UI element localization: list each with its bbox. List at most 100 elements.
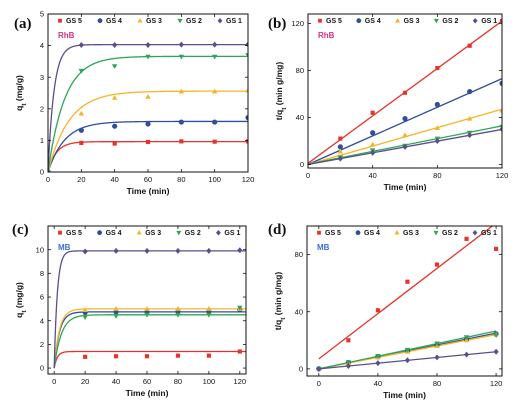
data-point: [435, 65, 440, 71]
x-tick-label: 80: [177, 175, 185, 184]
x-tick-label: 120: [490, 379, 503, 388]
data-point: [405, 279, 410, 284]
data-point: [113, 314, 119, 319]
legend-label: GS 1: [226, 18, 242, 25]
legend-label: GS 4: [106, 18, 122, 25]
legend-marker: [137, 18, 143, 23]
data-point: [237, 305, 243, 311]
x-tick-label: 0: [317, 379, 321, 388]
data-point: [345, 360, 352, 366]
data-point: [178, 88, 185, 94]
data-point: [145, 121, 151, 127]
data-point: [78, 41, 84, 48]
fit-curve: [53, 311, 246, 369]
legend-marker: [394, 230, 400, 235]
legend-marker: [355, 230, 361, 236]
x-axis-title: Time (min): [127, 186, 170, 196]
data-point: [82, 315, 88, 321]
data-point: [493, 348, 499, 355]
fit-curve: [48, 44, 248, 172]
y-tick-label: 0: [300, 160, 304, 169]
data-point: [375, 308, 380, 313]
legend-label: GS 3: [404, 18, 420, 25]
legend-label: GS 3: [146, 18, 162, 25]
legend-label: GS 5: [66, 230, 82, 237]
data-point: [145, 41, 151, 48]
y-tick-label: 0: [40, 364, 44, 373]
data-point: [78, 127, 84, 133]
data-point: [434, 101, 440, 108]
y-axis-title: t/qt (min g/mg): [274, 62, 288, 121]
chart-panel-a: (a) 0 20 40 60 80 100 120 0 1 2 3 4 5 Time (min) qt (mg…: [14, 10, 254, 196]
legend-marker: [433, 230, 439, 236]
x-tick-label: 40: [374, 379, 382, 388]
legend-marker: [176, 230, 182, 236]
panel-label: (c): [12, 222, 29, 238]
dye-label: MB: [317, 243, 330, 252]
legend-marker: [136, 230, 142, 235]
data-point: [434, 341, 440, 347]
data-point: [345, 363, 351, 369]
chart-panel-d: (d) 0 40 80 120 0 40 80 Time (min) t/qt (min g/mg…: [268, 222, 503, 400]
legend-marker: [356, 18, 362, 24]
data-point: [237, 247, 243, 254]
panel-label: (d): [268, 222, 286, 238]
legend: GS 5 GS 4 GS 3 GS 2 GS 1: [58, 17, 242, 25]
legend-marker: [433, 18, 439, 24]
x-tick-label: 0: [46, 175, 50, 184]
data-point: [211, 88, 218, 94]
data-point: [113, 354, 119, 359]
data-point: [212, 139, 217, 144]
data-point: [370, 110, 375, 115]
legend: GS 5 GS 4 GS 3 GS 2 GS 1: [317, 229, 497, 237]
legend-label: GS 2: [442, 18, 458, 25]
legend-marker: [217, 17, 223, 24]
panel-label: (b): [268, 16, 286, 32]
legend-label: GS 1: [481, 18, 497, 25]
data-point: [145, 54, 151, 60]
legend-label: GS 4: [106, 230, 122, 237]
data-point: [493, 333, 499, 339]
legend-marker: [472, 17, 478, 24]
data-point: [145, 139, 151, 145]
x-axis-title: Time (min): [126, 388, 169, 398]
data-point: [499, 107, 502, 113]
legend-label: GS 5: [325, 230, 341, 237]
data-point: [245, 115, 248, 121]
chart-panel-b: (b) 0 40 80 120 0 40 80 120 Time (min) t/qt (min g…: [268, 13, 508, 192]
data-point: [206, 353, 211, 358]
fit-curve: [53, 350, 246, 369]
data-point: [463, 335, 470, 341]
data-point: [237, 349, 242, 354]
legend-marker: [216, 229, 221, 236]
legend-label: GS 1: [224, 230, 240, 237]
legend-marker: [97, 230, 102, 236]
data-point: [337, 148, 344, 154]
data-point: [48, 169, 51, 172]
x-tick-label: 80: [174, 377, 182, 386]
data-point: [499, 18, 502, 24]
data-point: [175, 306, 181, 311]
fit-line: [318, 226, 494, 360]
data-point: [316, 365, 322, 372]
plot-area: [316, 226, 499, 372]
data-point: [337, 155, 343, 162]
y-tick-label: 10: [36, 245, 44, 254]
data-point: [83, 354, 88, 359]
data-point: [212, 41, 218, 48]
data-point: [404, 357, 411, 364]
data-point: [78, 110, 85, 116]
dye-label: RhB: [58, 31, 75, 40]
data-point: [370, 130, 376, 136]
data-point: [175, 247, 181, 254]
legend-label: GS 4: [365, 18, 381, 25]
data-point: [82, 307, 88, 313]
legend-marker: [58, 18, 62, 23]
y-tick-label: 0: [40, 168, 44, 177]
data-point: [346, 338, 351, 343]
x-tick-label: 120: [242, 175, 255, 184]
data-point: [206, 247, 212, 254]
plot-frame: [47, 13, 249, 173]
data-point: [206, 306, 212, 311]
data-point: [337, 144, 343, 150]
